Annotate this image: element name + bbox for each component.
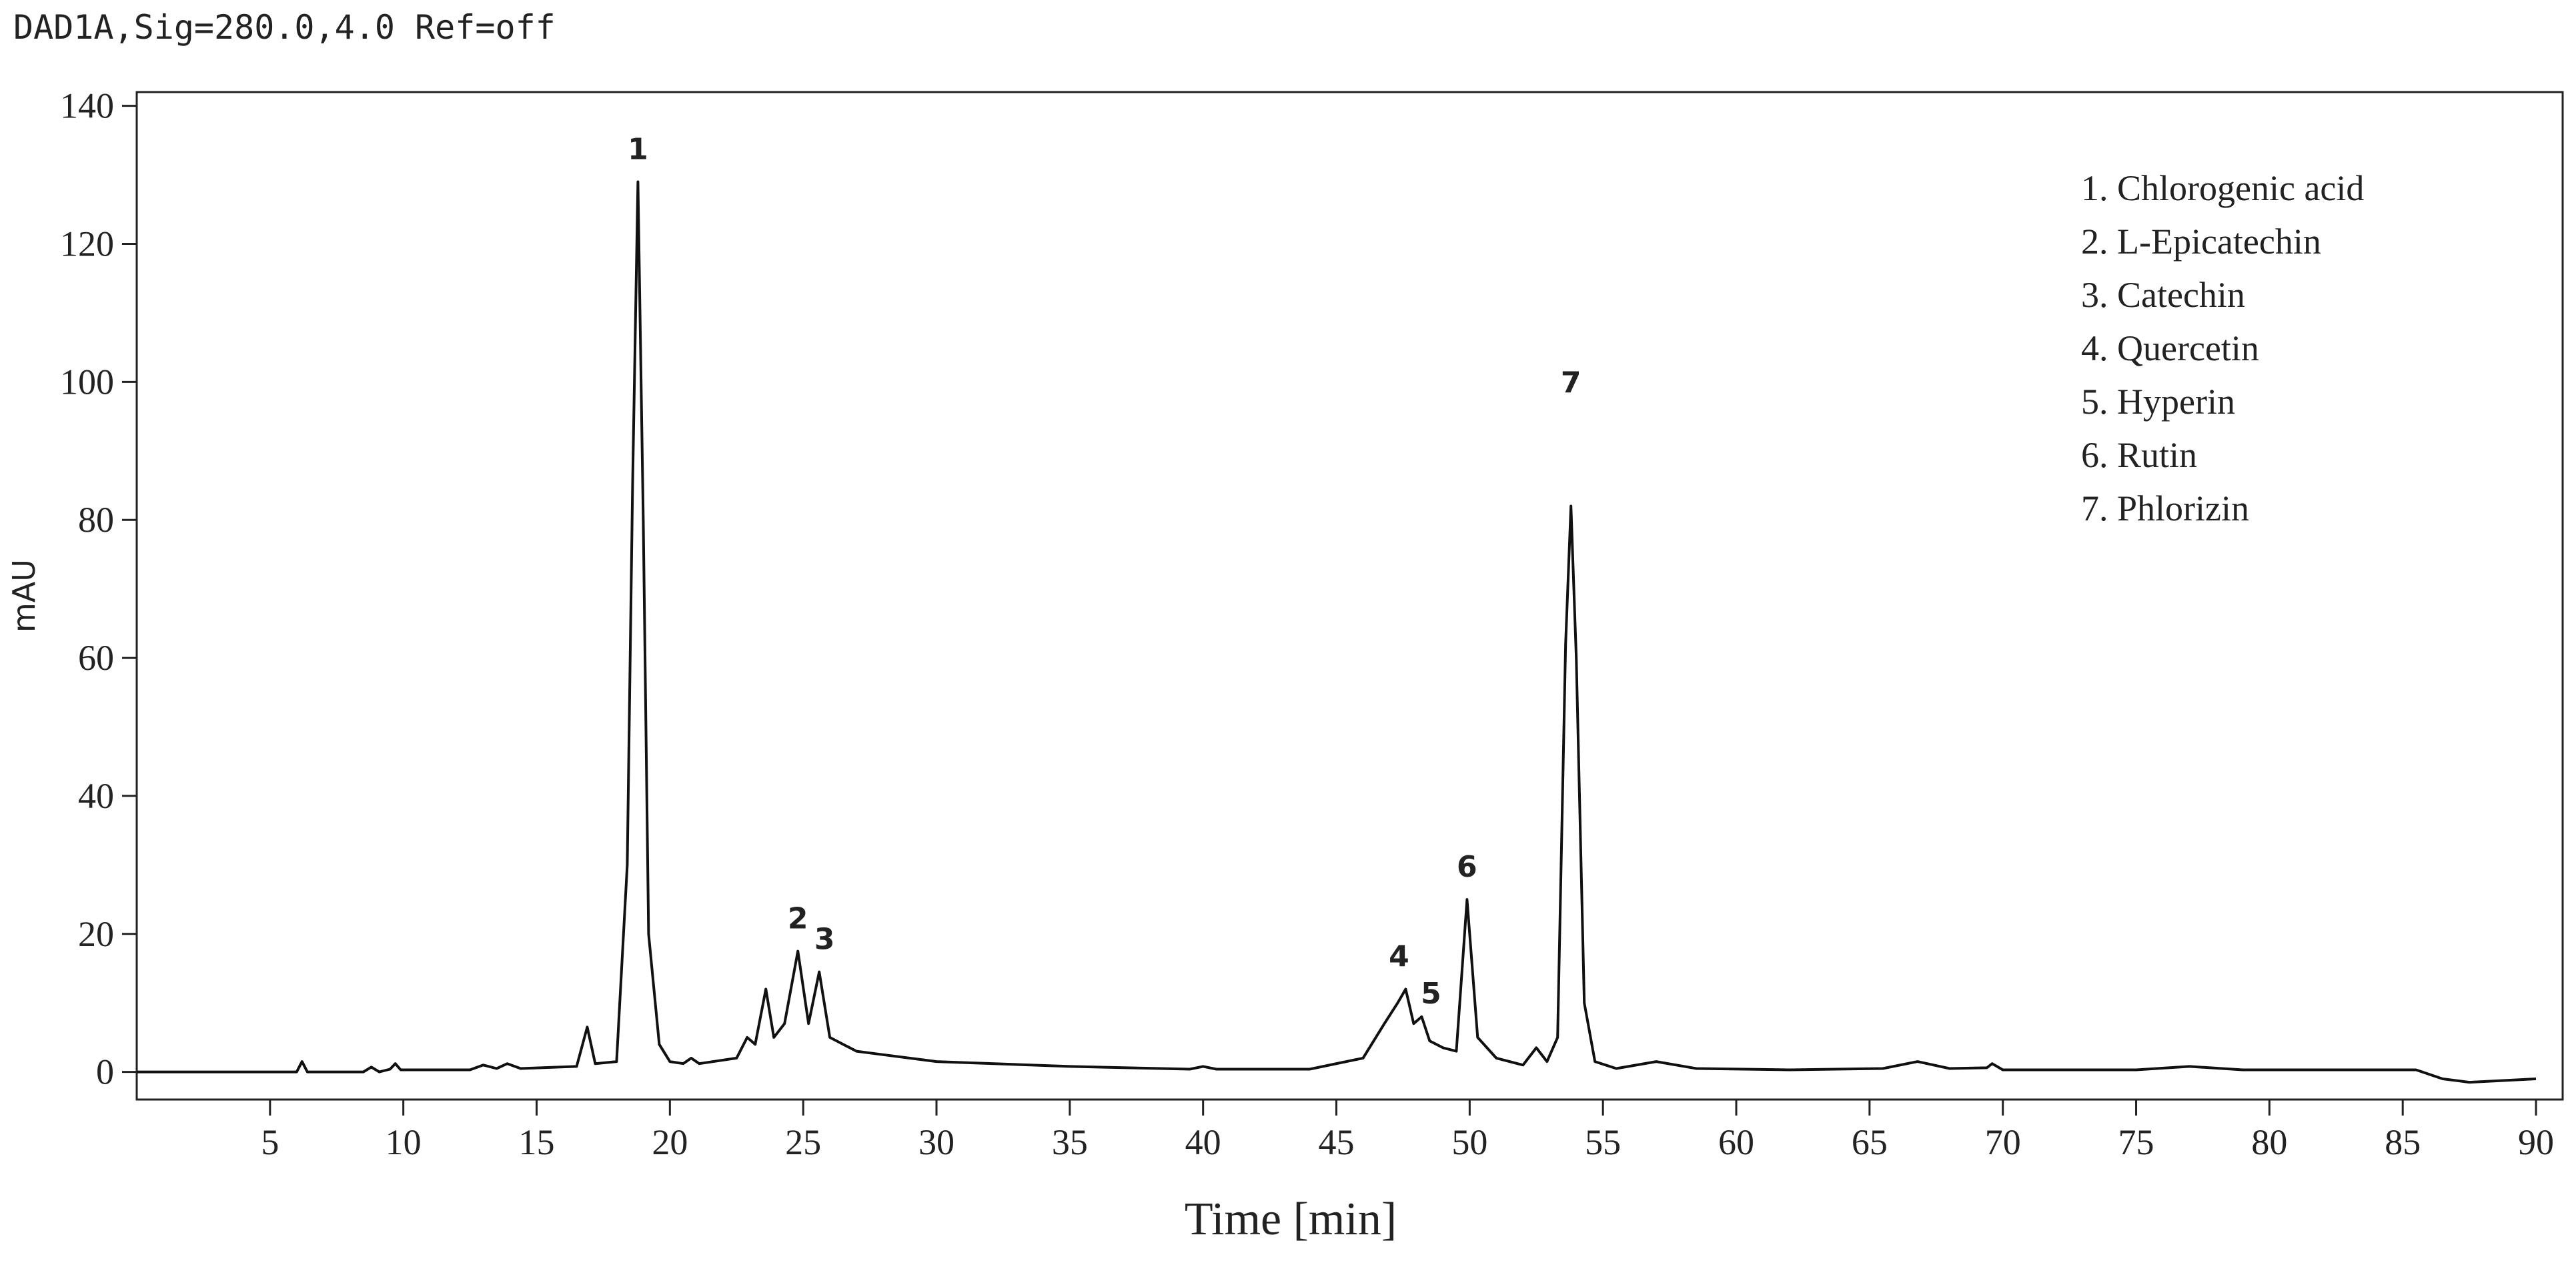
y-tick-label: 20 [78,914,114,954]
peak-label-3: 3 [814,923,835,957]
peak-label-5: 5 [1421,977,1441,1011]
y-tick-label: 100 [60,362,114,402]
signal-header: DAD1A,Sig=280.0,4.0 Ref=off [13,8,556,47]
x-tick-label: 90 [2518,1122,2554,1162]
y-tick-label: 80 [78,500,114,540]
x-tick-label: 75 [2118,1122,2154,1162]
x-axis: 5 10 15 20 25 30 35 40 45 50 55 60 65 70 75 80 85 90 [261,1100,2554,1162]
x-tick-label: 40 [1185,1122,1221,1162]
x-tick-label: 85 [2385,1122,2421,1162]
x-tick-label: 35 [1052,1122,1088,1162]
x-tick-label: 55 [1585,1122,1621,1162]
peak-label-2: 2 [788,902,808,936]
legend-entry: 6. Rutin [2081,435,2197,475]
x-tick-label: 5 [261,1122,279,1162]
x-tick-label: 30 [918,1122,954,1162]
legend-entry: 5. Hyperin [2081,382,2235,422]
y-tick-label: 120 [60,224,114,264]
peak-label-4: 4 [1389,940,1409,974]
x-tick-label: 45 [1319,1122,1355,1162]
x-tick-label: 20 [652,1122,688,1162]
legend-entry: 7. Phlorizin [2081,488,2249,528]
peak-label-1: 1 [628,132,648,166]
x-tick-label: 15 [519,1122,555,1162]
x-axis-label: Time [min] [1185,1194,1397,1245]
y-tick-label: 0 [96,1052,114,1092]
y-axis-label: mAU [6,559,42,633]
peak-label-7: 7 [1561,366,1581,400]
x-tick-label: 50 [1451,1122,1487,1162]
y-tick-label: 40 [78,776,114,816]
legend-entry: 2. L-Epicatechin [2081,222,2321,262]
legend-entry: 1. Chlorogenic acid [2081,168,2364,208]
y-tick-label: 140 [60,86,114,126]
y-tick-label: 60 [78,638,114,678]
x-tick-label: 25 [785,1122,821,1162]
peak-label-6: 6 [1457,850,1477,884]
y-axis: 0 20 40 60 80 100 120 140 [60,86,137,1092]
x-tick-label: 80 [2251,1122,2287,1162]
x-tick-label: 65 [1852,1122,1888,1162]
legend: 1. Chlorogenic acid 2. L-Epicatechin 3. Ca… [2081,168,2364,528]
legend-entry: 3. Catechin [2081,275,2245,315]
x-tick-label: 60 [1718,1122,1754,1162]
x-tick-label: 70 [1985,1122,2021,1162]
legend-entry: 4. Quercetin [2081,328,2259,368]
x-tick-label: 10 [386,1122,422,1162]
chromatogram-trace [137,180,2537,1084]
plot-frame [135,91,2564,1101]
